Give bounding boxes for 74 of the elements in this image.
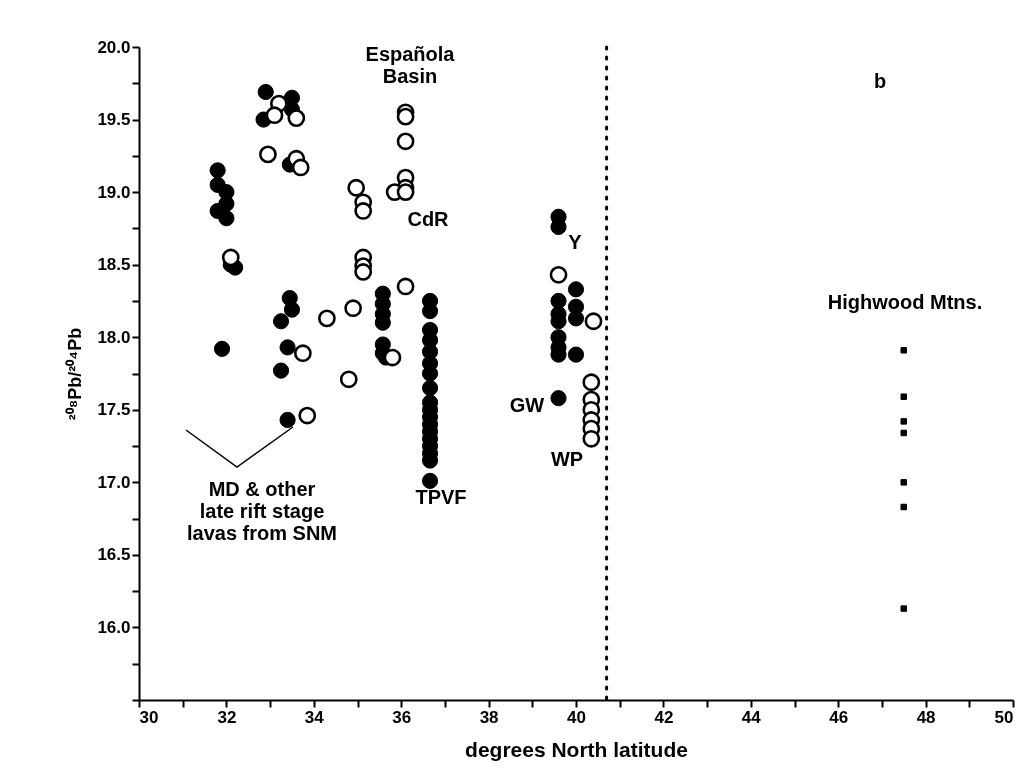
point [582, 373, 601, 392]
point [265, 106, 284, 125]
x-tick-label: 36 [392, 707, 412, 727]
point [291, 158, 310, 177]
point [259, 145, 277, 164]
y-tick-label: 17.0 [97, 472, 131, 492]
x-tick-label: 44 [741, 707, 762, 727]
y-tick-label: 17.5 [97, 400, 131, 420]
point [257, 83, 274, 101]
point [584, 312, 603, 331]
point [421, 472, 439, 489]
annotation: Española Basin [365, 43, 456, 87]
x-tick-label: 40 [567, 707, 586, 727]
x-tick-label: 38 [479, 707, 499, 727]
point [900, 393, 907, 400]
point [283, 301, 301, 318]
point [209, 162, 226, 179]
point [582, 429, 601, 448]
point [900, 429, 907, 437]
point [293, 344, 312, 363]
x-tick-label: 48 [916, 707, 936, 727]
point [900, 479, 907, 486]
point [396, 107, 415, 126]
annotation: b [873, 70, 887, 92]
point [396, 277, 415, 296]
annotation: WP [550, 448, 584, 470]
point [279, 411, 296, 428]
point [396, 132, 415, 151]
y-axis-title: ²⁰⁸Pb/²⁰⁴Pb [65, 327, 86, 421]
point [213, 340, 231, 357]
annotation: MD & other late rift stage lavas from SNM [186, 478, 338, 544]
point [218, 210, 235, 227]
x-tick-label: 50 [994, 707, 1014, 727]
point [421, 379, 439, 397]
point [900, 347, 907, 354]
point [318, 309, 336, 328]
point [272, 313, 290, 330]
point [354, 202, 373, 220]
annotation: GW [509, 394, 545, 416]
y-tick-label: 20.0 [97, 37, 131, 57]
point [287, 109, 306, 127]
point [900, 418, 907, 425]
x-axis-title: degrees North latitude [465, 737, 688, 761]
annotation: Y [568, 231, 583, 253]
y-tick-label: 18.0 [97, 327, 131, 347]
point [549, 265, 568, 284]
annotation: CdR [407, 208, 450, 230]
y-tick-label: 16.5 [97, 545, 131, 565]
x-tick-label: 46 [829, 707, 849, 727]
point [347, 178, 366, 197]
point [279, 339, 296, 356]
point [567, 310, 585, 327]
y-tick-label: 19.5 [97, 110, 131, 130]
point [298, 406, 317, 425]
x-tick-label: 42 [654, 707, 674, 727]
point [900, 503, 907, 511]
point [900, 605, 907, 612]
point [339, 370, 358, 389]
point [272, 362, 290, 379]
annotation: TPVF [415, 486, 467, 508]
point [567, 281, 585, 298]
y-tick-label: 18.5 [97, 255, 131, 275]
y-tick-label: 19.0 [97, 182, 131, 202]
point [550, 390, 567, 407]
x-tick-label: 32 [217, 707, 237, 727]
point [567, 346, 585, 363]
point [354, 263, 373, 281]
y-tick-label: 16.0 [97, 617, 131, 637]
x-tick-label: 30 [139, 707, 159, 727]
x-tick-label: 34 [304, 707, 325, 727]
point [421, 303, 439, 320]
point [344, 299, 363, 318]
point [396, 183, 415, 201]
annotation: Highwood Mtns. [827, 291, 983, 313]
